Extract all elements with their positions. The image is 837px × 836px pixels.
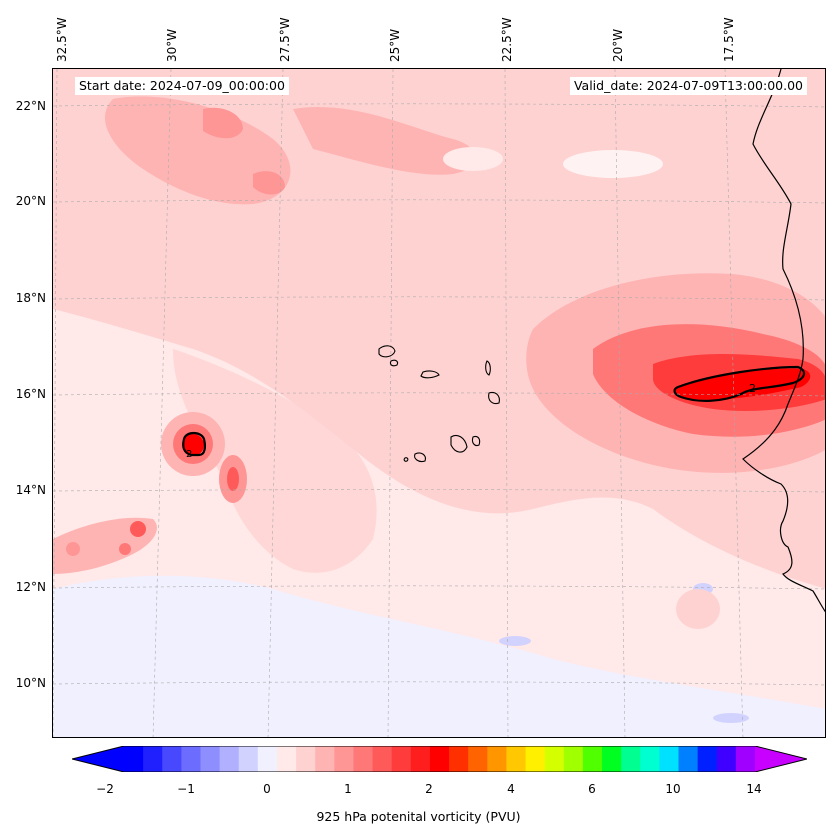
colorbar-extend-low bbox=[72, 746, 124, 772]
colorbar-segment bbox=[334, 746, 354, 772]
pv-eddy-west-core bbox=[182, 434, 204, 456]
colorbar-tick: 6 bbox=[588, 782, 596, 796]
colorbar-segment bbox=[735, 746, 756, 772]
lon-label-25w: 25°W bbox=[388, 28, 402, 62]
colorbar-segment bbox=[162, 746, 182, 772]
colorbar-tick: −1 bbox=[177, 782, 195, 796]
colorbar-segment bbox=[257, 746, 278, 772]
valid-date-label: Valid_date: 2024-07-09T13:00:00.00 bbox=[569, 77, 807, 95]
pv-field-low-spot-2 bbox=[563, 150, 663, 178]
lon-label-27-5w: 27.5°W bbox=[278, 17, 292, 62]
colorbar-segment bbox=[410, 746, 431, 772]
pv-field-upper-3 bbox=[203, 107, 243, 139]
pv-field-low-spot bbox=[443, 147, 503, 171]
colorbar-segment bbox=[181, 746, 201, 772]
colorbar-tick: 1 bbox=[344, 782, 352, 796]
colorbar-segment bbox=[602, 746, 622, 772]
start-date-label: Start date: 2024-07-09_00:00:00 bbox=[75, 77, 289, 95]
lat-label-16n: 16°N bbox=[15, 387, 46, 401]
lat-label-20n: 20°N bbox=[15, 194, 46, 208]
colorbar-segment bbox=[449, 746, 469, 772]
colorbar-segment bbox=[525, 746, 546, 772]
colorbar-segment bbox=[124, 746, 144, 772]
lon-label-20w: 20°W bbox=[611, 28, 625, 62]
lat-label-12n: 12°N bbox=[15, 580, 46, 594]
graticule bbox=[53, 69, 825, 737]
colorbar-segment bbox=[219, 746, 240, 772]
colorbar-tick: 0 bbox=[263, 782, 271, 796]
colorbar-segment bbox=[276, 746, 297, 772]
colorbar bbox=[72, 746, 807, 772]
lon-label-17-5w: 17.5°W bbox=[722, 17, 736, 62]
pv-field-light-2 bbox=[173, 349, 377, 573]
colorbar-segment bbox=[506, 746, 527, 772]
pv-southwest-core-3 bbox=[66, 542, 80, 556]
africa-coastline bbox=[742, 69, 825, 613]
pv-streak-core bbox=[675, 368, 811, 400]
colorbar-segment bbox=[353, 746, 374, 772]
colorbar-tick: 2 bbox=[425, 782, 433, 796]
colorbar-tick: 10 bbox=[665, 782, 681, 796]
colorbar-segment bbox=[716, 746, 737, 772]
colorbar-segment bbox=[544, 746, 565, 772]
pv-contour-2-west bbox=[182, 431, 207, 457]
pv-southwest-core bbox=[130, 521, 146, 537]
pv-positive-patch-south bbox=[676, 589, 720, 629]
colorbar-segment bbox=[659, 746, 680, 772]
colorbar-segment bbox=[563, 746, 584, 772]
pv-field-upper-4 bbox=[253, 171, 285, 195]
pv-negative-patch-3 bbox=[713, 713, 749, 723]
map-panel: 2 2 bbox=[52, 68, 826, 738]
colorbar-title: 925 hPa potenital vorticity (PVU) bbox=[316, 809, 521, 824]
pv-negative-band bbox=[53, 575, 825, 737]
colorbar-segment bbox=[621, 746, 641, 772]
cape-verde-islands bbox=[378, 345, 500, 463]
colorbar-extend-high bbox=[755, 746, 807, 772]
map-field: 2 2 bbox=[53, 69, 825, 737]
colorbar-segment bbox=[238, 746, 259, 772]
colorbar-segment bbox=[582, 746, 603, 772]
colorbar-segment bbox=[678, 746, 699, 772]
colorbar-tick: 4 bbox=[507, 782, 515, 796]
pv-eddy-west-tail-core bbox=[227, 467, 239, 491]
pv-contour-2-east bbox=[673, 365, 806, 402]
lon-label-22-5w: 22.5°W bbox=[500, 17, 514, 62]
colorbar-segment bbox=[372, 746, 393, 772]
colorbar-segment bbox=[697, 746, 718, 772]
colorbar-segment bbox=[429, 746, 450, 772]
lat-label-14n: 14°N bbox=[15, 483, 46, 497]
colorbar-segment bbox=[200, 746, 221, 772]
lat-label-18n: 18°N bbox=[15, 291, 46, 305]
colorbar-segment bbox=[640, 746, 660, 772]
lon-label-32-5w: 32.5°W bbox=[55, 17, 69, 62]
pv-southwest-core-2 bbox=[119, 543, 131, 555]
pv-contour-label-west: 2 bbox=[186, 449, 192, 460]
colorbar-tick: 14 bbox=[746, 782, 762, 796]
colorbar-segment bbox=[296, 746, 316, 772]
pv-negative-patch-2 bbox=[499, 636, 531, 646]
pv-field-upper bbox=[104, 96, 291, 205]
lon-label-30w: 30°W bbox=[165, 28, 179, 62]
colorbar-segment bbox=[143, 746, 163, 772]
pv-field-upper-2 bbox=[293, 106, 476, 175]
colorbar-segment bbox=[468, 746, 488, 772]
colorbar-segment bbox=[487, 746, 507, 772]
lat-label-10n: 10°N bbox=[15, 676, 46, 690]
lat-label-22n: 22°N bbox=[15, 99, 46, 113]
colorbar-segment bbox=[315, 746, 335, 772]
pv-contour-label-east: 2 bbox=[749, 382, 756, 395]
colorbar-tick: −2 bbox=[96, 782, 114, 796]
colorbar-segment bbox=[391, 746, 412, 772]
